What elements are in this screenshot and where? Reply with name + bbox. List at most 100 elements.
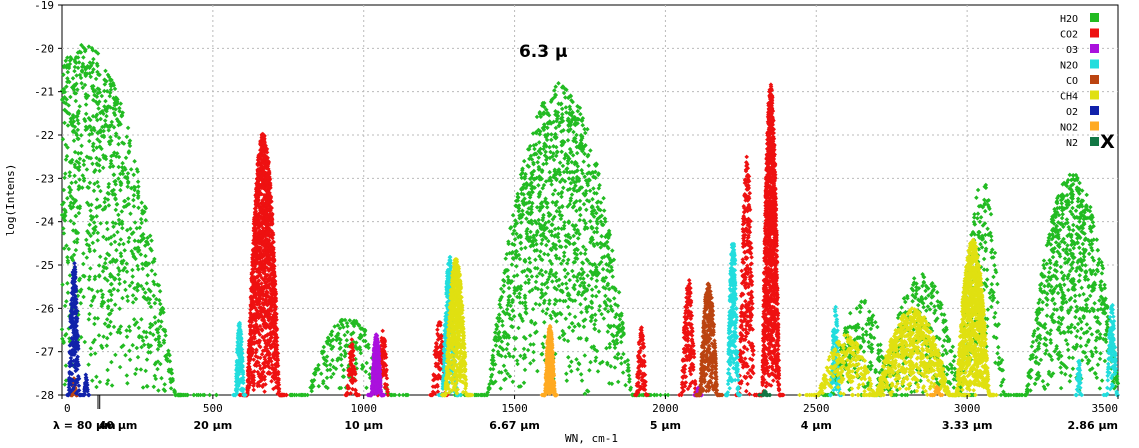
data-point	[144, 334, 149, 340]
data-point	[88, 233, 93, 239]
data-point	[120, 225, 125, 231]
data-point	[65, 145, 70, 150]
data-point	[117, 277, 122, 282]
data-point	[79, 69, 85, 74]
data-point	[95, 238, 100, 243]
data-point	[116, 212, 121, 218]
data-point	[78, 301, 84, 306]
data-point	[63, 171, 68, 176]
data-point	[62, 120, 67, 126]
data-point	[89, 217, 94, 222]
data-point	[119, 165, 125, 170]
data-point	[147, 325, 153, 330]
data-point	[92, 92, 97, 98]
data-point	[103, 256, 108, 262]
data-point	[121, 343, 126, 348]
data-point	[151, 384, 157, 390]
data-point	[106, 324, 112, 329]
data-point	[157, 289, 163, 294]
data-point	[63, 58, 69, 64]
data-point	[62, 207, 67, 212]
data-point	[77, 177, 82, 182]
data-point	[95, 137, 100, 142]
data-point	[81, 162, 87, 168]
data-point	[100, 292, 106, 297]
data-point	[94, 112, 100, 117]
data-point	[71, 252, 77, 258]
data-point	[100, 269, 106, 274]
data-point	[81, 45, 86, 50]
data-point	[126, 324, 132, 329]
data-point	[64, 97, 69, 102]
data-point	[84, 200, 90, 206]
data-point	[69, 180, 74, 186]
data-point	[141, 329, 147, 335]
data-point	[91, 220, 97, 225]
data-point	[108, 311, 113, 316]
data-point	[112, 112, 118, 118]
data-point	[146, 300, 152, 306]
data-point	[86, 44, 92, 49]
data-point	[74, 73, 79, 78]
data-point	[130, 300, 136, 305]
data-point	[111, 233, 117, 238]
data-point	[81, 251, 86, 256]
data-point	[113, 197, 118, 202]
data-point	[120, 171, 126, 177]
data-points	[59, 42, 1121, 398]
data-point	[78, 133, 84, 138]
data-point	[89, 84, 95, 89]
data-point	[76, 121, 81, 126]
data-point	[76, 167, 82, 173]
data-point	[183, 392, 189, 398]
data-point	[114, 100, 120, 106]
data-point	[101, 128, 106, 134]
data-point	[116, 135, 122, 141]
data-point	[153, 320, 158, 326]
data-point	[66, 246, 72, 252]
data-point	[125, 381, 130, 386]
data-point	[67, 173, 72, 179]
data-point	[117, 105, 122, 111]
data-point	[113, 154, 119, 159]
data-point	[106, 181, 112, 187]
data-point	[133, 371, 138, 377]
data-point	[91, 230, 96, 236]
data-point	[103, 98, 108, 104]
data-point	[122, 248, 127, 253]
data-point	[75, 230, 81, 236]
data-point	[200, 392, 206, 398]
data-point	[130, 293, 136, 298]
data-point	[72, 68, 77, 74]
data-point	[107, 164, 113, 170]
data-point	[97, 273, 102, 278]
data-point	[123, 155, 129, 161]
data-point	[117, 221, 122, 227]
data-point	[125, 180, 131, 186]
data-point	[90, 113, 96, 119]
data-point	[70, 228, 76, 233]
data-point	[71, 82, 77, 88]
data-point	[70, 129, 76, 135]
data-point	[76, 151, 81, 156]
data-point	[71, 201, 76, 206]
data-point	[86, 115, 92, 121]
data-point	[116, 217, 122, 223]
data-point	[91, 148, 96, 153]
data-point	[78, 150, 84, 156]
data-point	[144, 297, 150, 302]
data-point	[59, 97, 65, 103]
data-point	[85, 63, 90, 69]
data-point	[108, 234, 114, 240]
data-point	[140, 385, 146, 390]
data-point	[158, 301, 163, 307]
data-point	[119, 113, 125, 118]
data-point	[106, 298, 111, 303]
data-point	[124, 176, 130, 181]
data-point	[121, 258, 126, 264]
data-point	[99, 301, 105, 307]
data-point	[87, 132, 92, 137]
data-point	[124, 227, 130, 233]
data-point	[134, 366, 139, 372]
data-point	[61, 100, 67, 105]
